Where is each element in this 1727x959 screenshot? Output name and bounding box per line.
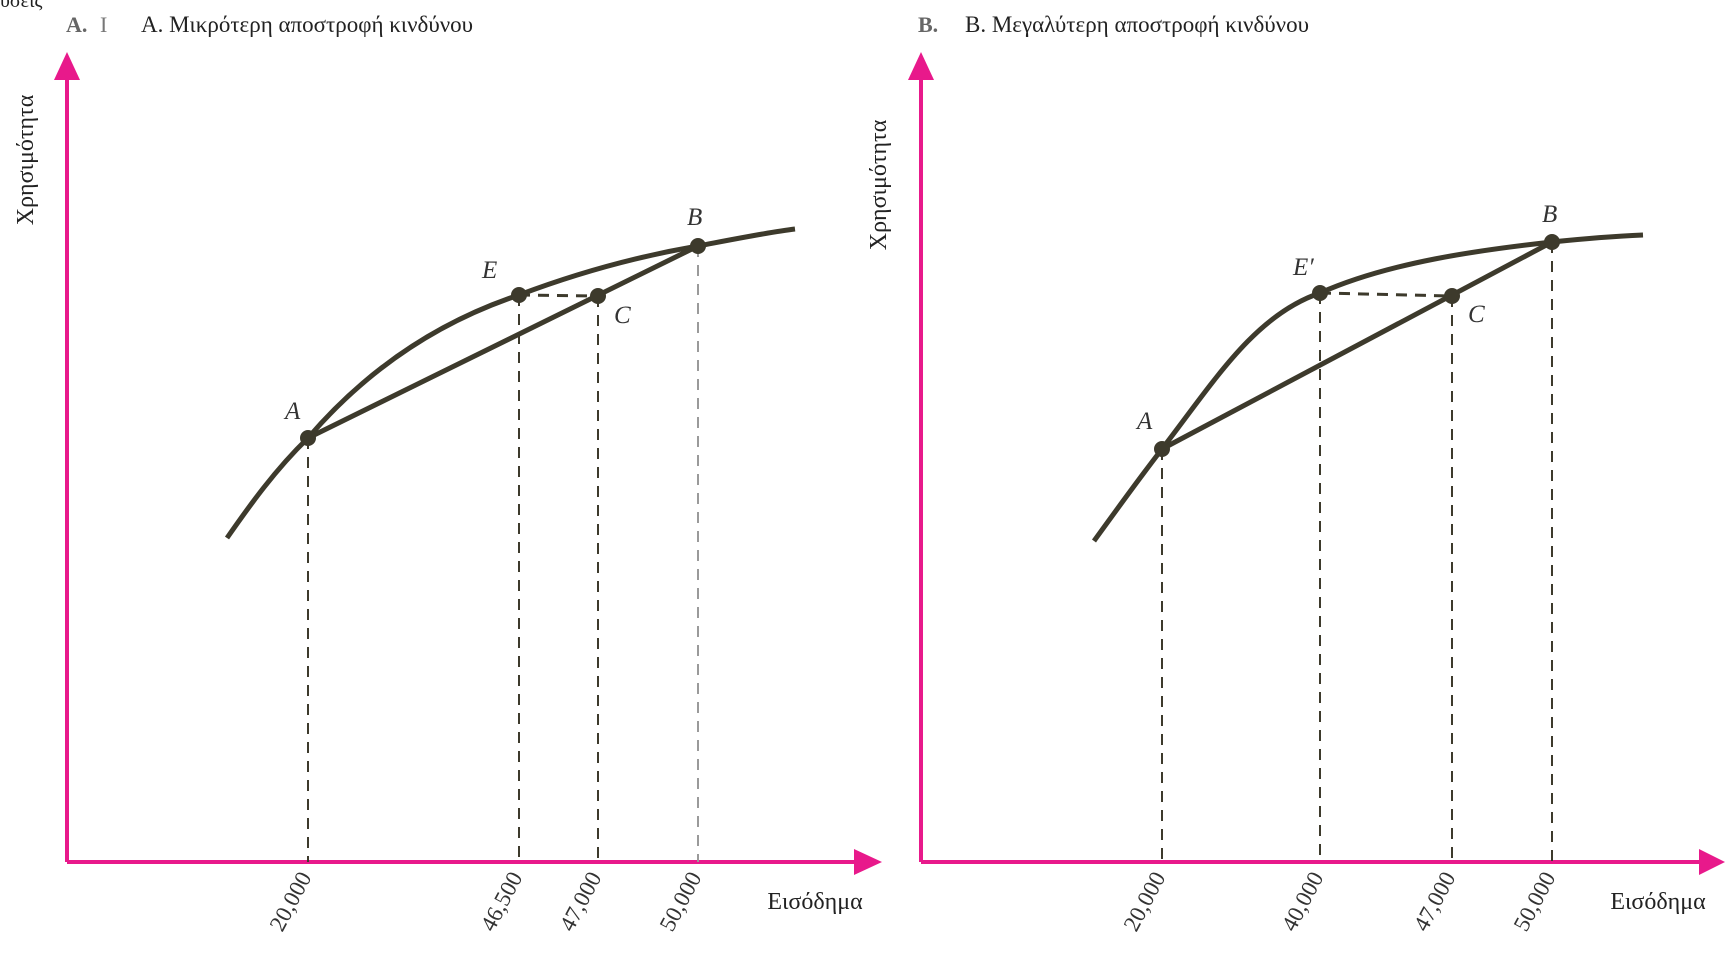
panel-b-x-axis-label: Εισόδημα <box>1610 889 1706 915</box>
panel-a-x-axis-label: Εισόδημα <box>767 889 863 915</box>
panel-b-y-axis-arrow <box>908 52 934 80</box>
panel-b-tick-label: 40,000 <box>1277 868 1329 936</box>
panel-a-point-a <box>300 430 316 446</box>
panel-a-tick-label: 47,000 <box>555 868 607 936</box>
panel-b-tick-label: 50,000 <box>1509 868 1561 936</box>
panel-a-x-axis-arrow <box>854 849 882 875</box>
panel-a-label-b: B <box>687 204 702 231</box>
panel-b-tick-label: 20,000 <box>1119 868 1171 936</box>
panel-a-label-c: C <box>614 302 631 329</box>
panel-b-tick-label: 47,000 <box>1409 868 1461 936</box>
panel-a-utility-curve <box>224 226 796 540</box>
panel-a-label-e: E <box>481 257 497 284</box>
panel-a-letter: A. <box>66 12 87 37</box>
panel-b-title: Β. Μεγαλύτερη αποστροφή κινδύνου <box>965 12 1309 37</box>
panel-b-x-axis-arrow <box>1699 849 1725 875</box>
panel-b-label-e-prime: E′ <box>1292 254 1314 281</box>
panel-a-title: Α. Μικρότερη αποστροφή κινδύνου <box>141 12 473 37</box>
top-text-fragment: υσεις <box>0 0 43 12</box>
panel-a-point-e <box>511 287 527 303</box>
panel-b-chord-ab <box>1160 239 1554 452</box>
panel-b-y-axis-label: Χρησιμότητα <box>866 119 892 250</box>
panel-b-label-b: B <box>1542 201 1557 228</box>
panel-a-chord-ab <box>306 243 700 441</box>
panel-b-point-a <box>1154 441 1170 457</box>
panel-a-y-axis-arrow <box>54 52 80 80</box>
panel-a-tick-label: 20,000 <box>265 868 317 936</box>
panel-b-point-e-prime <box>1312 285 1328 301</box>
panel-a-y-axis-label: Χρησιμότητα <box>13 94 39 225</box>
panel-b-letter: B. <box>918 12 938 37</box>
panel-b-guide-e-to-c <box>1319 291 1453 298</box>
panel-b: B. Β. Μεγαλύτερη αποστροφή κινδύνου Χρησ… <box>866 12 1725 935</box>
panel-b-utility-curve <box>1091 232 1644 543</box>
panel-b-point-b <box>1544 234 1560 250</box>
panel-b-point-c <box>1444 288 1460 304</box>
panel-a-guide-e-to-c <box>518 293 599 298</box>
panel-a-label-a: A <box>283 398 301 425</box>
panel-a-point-b <box>690 238 706 254</box>
panel-b-label-a: A <box>1135 408 1153 435</box>
panel-a: A. I Α. Μικρότερη αποστροφή κινδύνου Χρη… <box>13 12 882 935</box>
panel-a-tick-label: 46,500 <box>476 868 528 936</box>
panel-a-point-c <box>590 288 606 304</box>
panel-a-letter-tail: I <box>100 12 107 37</box>
panel-b-label-c: C <box>1468 301 1485 328</box>
panel-a-tick-label: 50,000 <box>655 868 707 936</box>
